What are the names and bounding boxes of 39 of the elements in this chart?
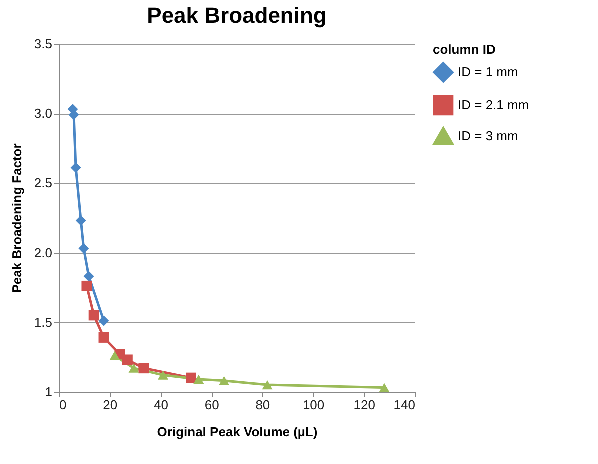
y-tick-label: 3.5 [34,36,52,52]
point [122,354,133,366]
chart-title: Peak Broadening [147,3,327,28]
point [219,376,230,386]
y-tick-label: 3.0 [34,106,52,122]
x-tick-label: 140 [394,398,416,412]
point [84,271,94,282]
x-tick-label: 100 [302,398,325,412]
point [128,364,140,373]
legend-label: ID = 1 mm [458,64,518,80]
point [186,372,196,384]
x-tick-label: 40 [154,398,168,412]
point [158,370,168,380]
point [379,383,390,392]
x-axis-title: Original Peak Volume (µL) [157,424,318,440]
legend-title: column ID [433,42,496,57]
point [76,216,86,226]
point [194,374,204,384]
y-axis-title: Peak Broadening Factor [9,144,24,294]
x-tick-label: 0 [60,398,67,412]
point [78,243,90,254]
point [98,316,110,326]
point [262,380,273,390]
y-tick-label: 1 [45,384,52,400]
point [82,280,92,292]
legend-label: ID = 3 mm [458,128,518,144]
y-tick-label: 2.5 [34,176,52,191]
point [110,351,120,360]
x-tick-label: 20 [103,398,118,412]
y-tick-label: 1.5 [34,314,52,330]
point [88,310,100,321]
point [98,332,110,343]
y-tick-label: 2.0 [34,245,52,260]
point [70,162,82,174]
point [138,363,150,374]
legend-label: ID = 2.1 mm [458,98,530,112]
x-tick-label: 60 [204,398,220,412]
x-tick-label: 80 [256,398,270,412]
x-tick-label: 120 [354,398,376,412]
